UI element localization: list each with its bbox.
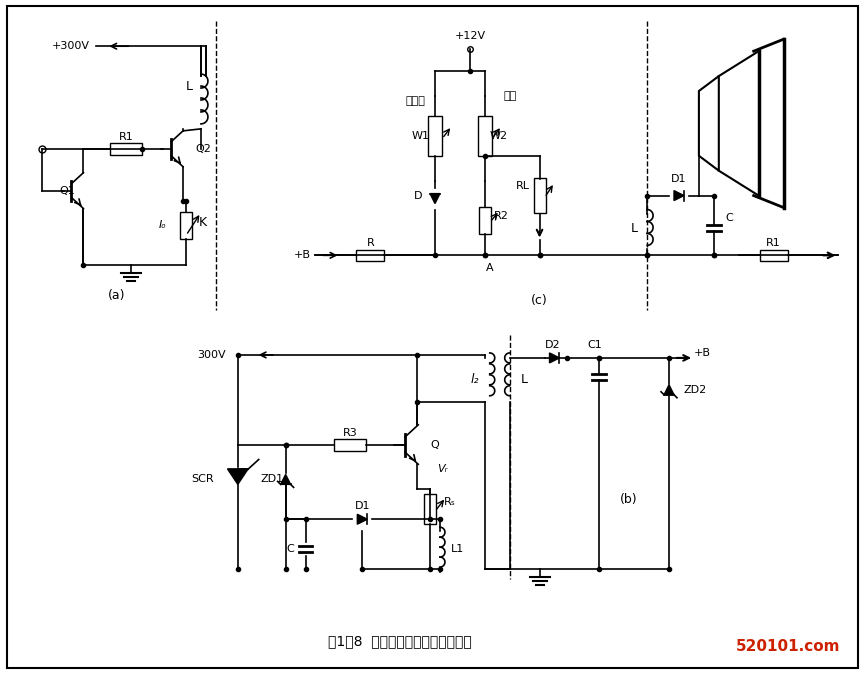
Bar — [111, 143, 142, 155]
Polygon shape — [227, 470, 247, 485]
Text: +12V: +12V — [454, 31, 485, 41]
Text: K: K — [199, 216, 207, 229]
Text: L1: L1 — [452, 544, 465, 554]
Text: C1: C1 — [587, 340, 602, 350]
Bar — [356, 250, 384, 261]
Text: Rₛ: Rₛ — [444, 497, 456, 508]
Text: D2: D2 — [545, 340, 561, 350]
Polygon shape — [674, 191, 684, 201]
Text: R3: R3 — [343, 427, 358, 437]
Text: +300V: +300V — [52, 41, 90, 51]
Polygon shape — [357, 514, 368, 524]
Text: D1: D1 — [671, 174, 687, 183]
Text: C: C — [725, 214, 733, 224]
Text: +B: +B — [694, 348, 711, 358]
Text: l₂: l₂ — [471, 373, 479, 386]
Bar — [335, 439, 366, 450]
Polygon shape — [430, 193, 440, 204]
Text: (a): (a) — [107, 288, 125, 302]
Text: W1: W1 — [412, 131, 430, 141]
Bar — [424, 494, 436, 524]
Text: C: C — [286, 544, 294, 554]
Text: A: A — [486, 264, 494, 273]
Text: (c): (c) — [531, 294, 548, 307]
Polygon shape — [664, 385, 674, 395]
Text: D: D — [413, 191, 422, 201]
Text: D1: D1 — [355, 501, 370, 512]
Text: 300V: 300V — [197, 350, 226, 360]
Text: Q2: Q2 — [195, 144, 211, 154]
Text: R1: R1 — [766, 239, 781, 249]
Text: L: L — [185, 80, 193, 92]
Text: ZD1: ZD1 — [260, 474, 283, 485]
Text: W2: W2 — [490, 131, 508, 141]
Bar — [477, 116, 492, 156]
Text: Vᵣ: Vᵣ — [437, 464, 447, 474]
Polygon shape — [280, 474, 291, 485]
Text: L: L — [631, 222, 638, 235]
Text: (b): (b) — [620, 493, 638, 506]
Text: 520101.com: 520101.com — [736, 639, 841, 654]
Text: R2: R2 — [494, 210, 509, 220]
Text: Q1: Q1 — [60, 185, 75, 195]
Text: 图1－8  过流保护电路的结构原理图: 图1－8 过流保护电路的结构原理图 — [328, 634, 472, 648]
Bar — [759, 250, 787, 261]
Text: Q: Q — [431, 439, 439, 450]
Text: 对比度: 对比度 — [405, 96, 425, 106]
Bar — [534, 178, 546, 213]
Text: RL: RL — [516, 181, 529, 191]
Bar — [428, 116, 442, 156]
Bar — [479, 206, 490, 235]
Bar — [180, 212, 192, 239]
Text: R1: R1 — [119, 132, 133, 142]
Text: 亮度: 亮度 — [503, 91, 516, 101]
Polygon shape — [549, 353, 560, 363]
Polygon shape — [699, 76, 719, 171]
Text: R: R — [367, 239, 375, 249]
Text: L: L — [521, 373, 529, 386]
Text: ZD2: ZD2 — [684, 385, 708, 395]
Text: SCR: SCR — [191, 474, 214, 485]
Text: +B: +B — [293, 250, 311, 260]
Text: Iₒ: Iₒ — [159, 220, 167, 231]
